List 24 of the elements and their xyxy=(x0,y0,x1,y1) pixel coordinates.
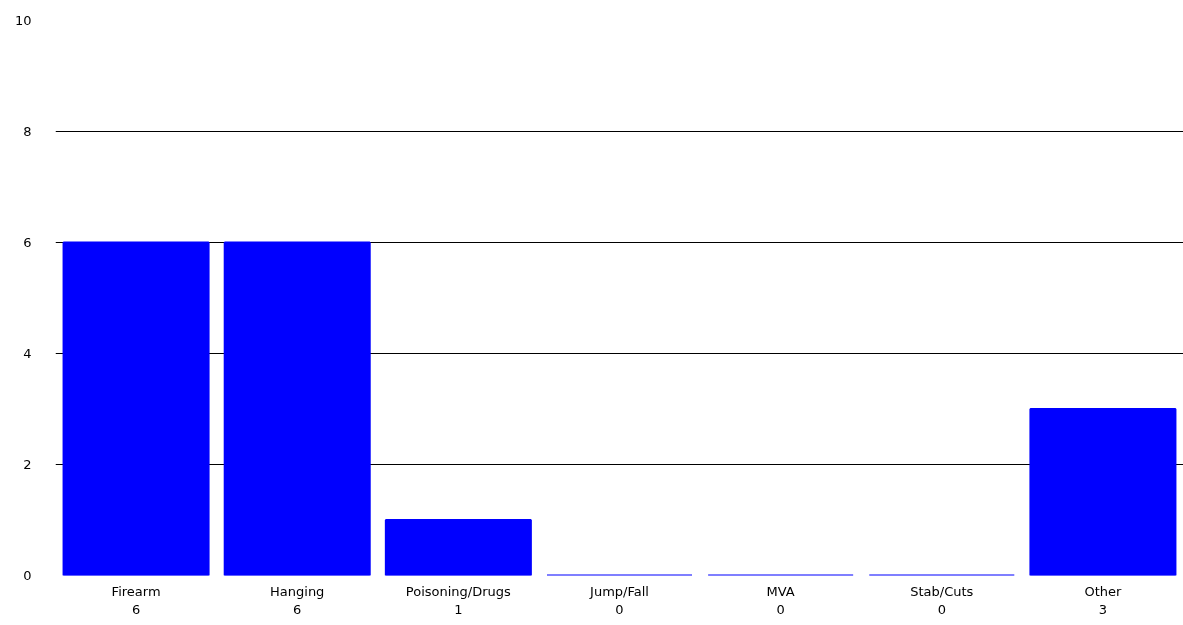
data-label: 0 xyxy=(937,601,946,617)
data-label: 6 xyxy=(293,601,302,617)
x-tick-label: Other xyxy=(1084,583,1123,599)
x-tick-label: Hanging xyxy=(270,583,325,599)
bar xyxy=(1029,408,1177,576)
bar xyxy=(62,241,210,576)
data-label: 6 xyxy=(131,601,141,617)
x-tick-label: Jump/Fall xyxy=(589,583,649,599)
y-tick-label: 2 xyxy=(23,457,32,472)
y-tick-label: 0 xyxy=(23,568,32,583)
x-tick-label: Poisoning/Drugs xyxy=(405,583,512,599)
bar xyxy=(384,519,532,576)
y-tick-label: 8 xyxy=(23,124,32,139)
x-tick-label: Stab/Cuts xyxy=(910,583,974,599)
y-tick-label: 4 xyxy=(23,346,32,361)
y-tick-label: 10 xyxy=(14,13,32,28)
x-tick-label: Firearm xyxy=(111,583,161,599)
data-label: 3 xyxy=(1098,601,1108,617)
data-label: 0 xyxy=(615,601,624,617)
bar xyxy=(223,241,371,576)
data-label: 1 xyxy=(454,601,463,617)
x-tick-label: MVA xyxy=(766,583,795,599)
y-tick-label: 6 xyxy=(23,235,32,250)
data-label: 0 xyxy=(776,601,785,617)
